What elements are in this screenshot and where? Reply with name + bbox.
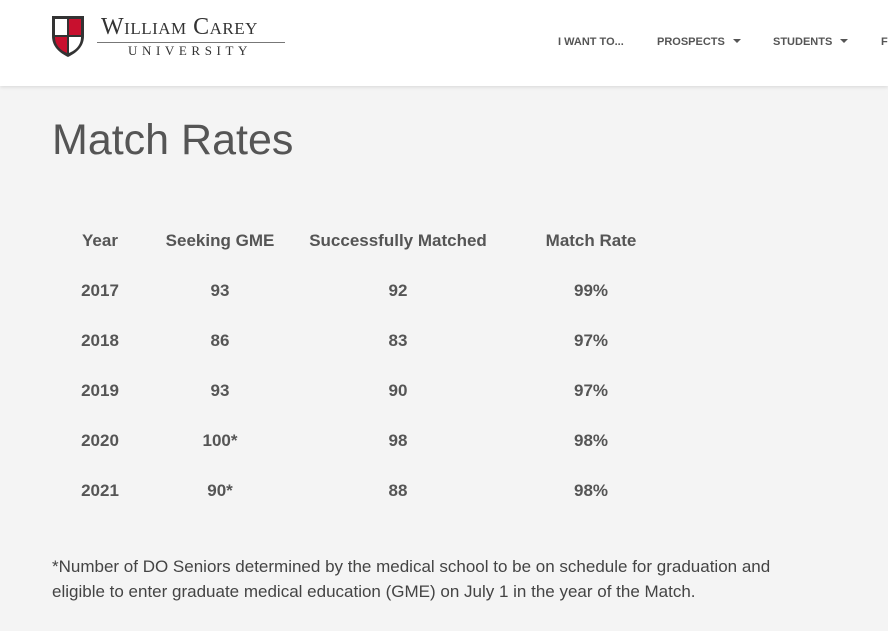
table-cell: 97% [573,381,609,400]
table-cell: 93 [210,381,230,400]
table-cell: 2020 [81,431,119,450]
column-header: Successfully Matched [309,231,487,250]
table-cell: 83 [388,331,408,350]
nav-label[interactable]: F [881,36,888,48]
nav-label[interactable]: I WANT TO... [558,36,624,48]
footnote: *Number of DO Seniors determined by the … [52,557,771,601]
nav-label[interactable]: STUDENTS [773,36,833,48]
nav-label[interactable]: PROSPECTS [657,36,725,48]
table-cell: 98% [573,481,609,500]
table-cell: 2019 [81,381,119,400]
table-cell: 100* [202,431,238,450]
table-cell: 92 [388,281,408,300]
logo-rule [97,42,285,43]
dropdown-caret[interactable] [732,39,741,43]
logo-subtitle[interactable]: University [128,43,252,58]
header: William Carey University I WANT TO... PRO… [0,0,888,86]
table-cell: 98 [388,431,408,450]
logo-name[interactable]: William Carey [101,14,258,40]
table-cell: 2021 [81,481,119,500]
table-cell: 86 [210,331,230,350]
table-cell: 2017 [81,281,119,300]
column-header: Year [82,231,118,250]
nav-item[interactable]: STUDENTS [773,36,849,48]
nav-item[interactable]: F [881,36,888,48]
table-cell: 90* [207,481,233,500]
column-header: Match Rate [545,231,637,250]
table-cell: 93 [210,281,230,300]
nav-item[interactable]: PROSPECTS [657,36,741,48]
table-cell: 2018 [81,331,119,350]
nav-item[interactable]: I WANT TO... [558,36,624,48]
table-cell: 90 [388,381,408,400]
table-cell: 99% [573,281,609,300]
dropdown-caret[interactable] [840,39,849,43]
table-cell: 88 [388,481,408,500]
logo-shield[interactable] [50,14,86,58]
table-cell: 97% [573,331,609,350]
table-cell: 98% [573,431,609,450]
column-header: Seeking GME [165,231,275,250]
page-title: Match Rates [52,116,294,164]
